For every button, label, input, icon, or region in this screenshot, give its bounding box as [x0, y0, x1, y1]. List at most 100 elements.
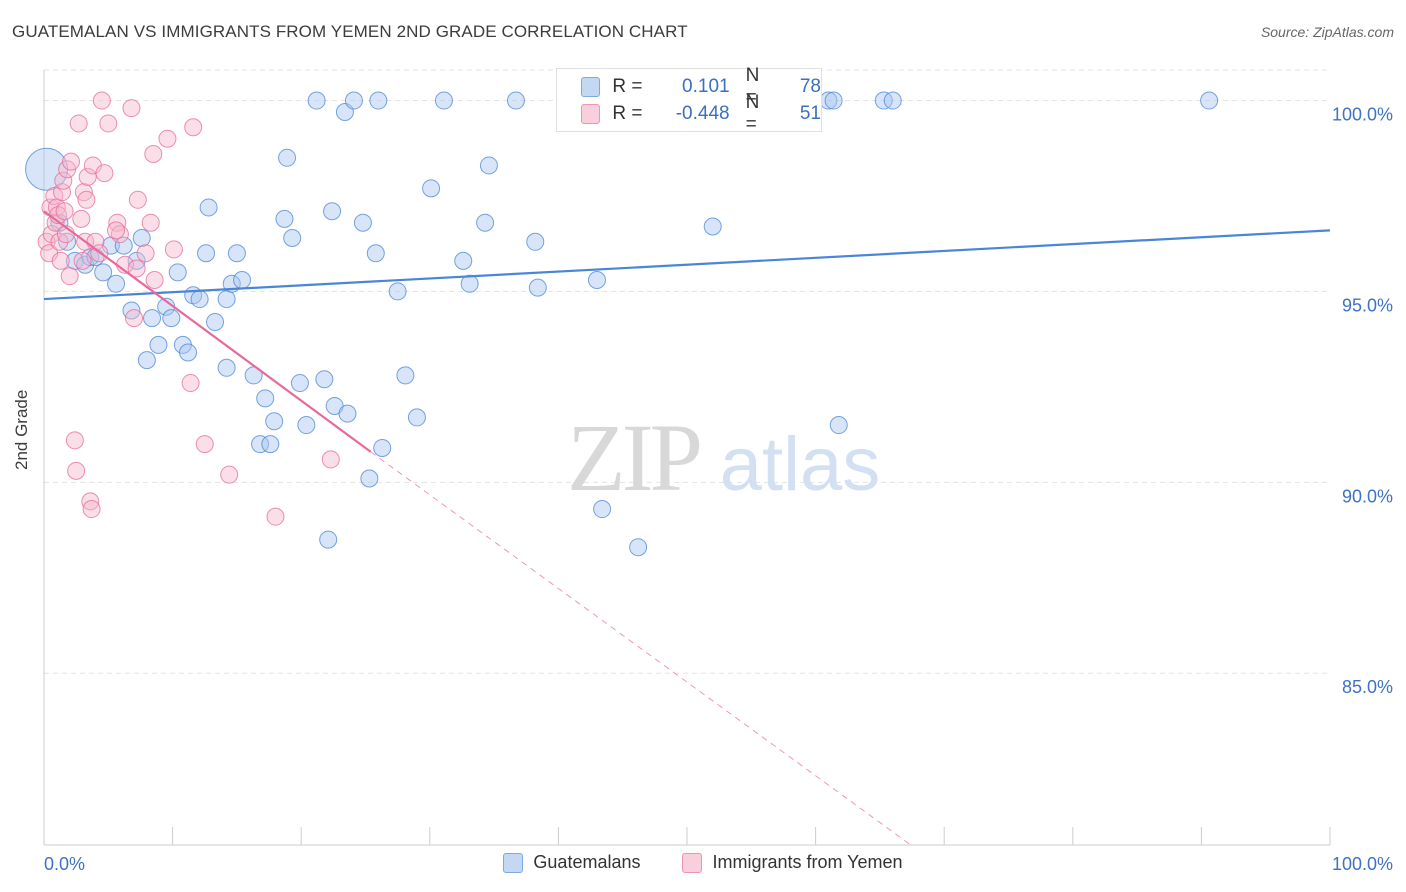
data-point [220, 465, 239, 484]
data-point [360, 469, 379, 488]
legend-swatch-yemen [682, 852, 703, 873]
data-point [125, 309, 144, 328]
data-point [434, 91, 453, 110]
data-point [108, 213, 127, 232]
data-point [67, 461, 86, 480]
data-point [265, 412, 284, 431]
series-immigrants-from-yemen [37, 91, 340, 526]
data-point [95, 164, 114, 183]
y-tick-label: 90.0% [1342, 486, 1393, 506]
series-guatemalans [25, 91, 1219, 557]
data-point [290, 374, 309, 393]
r-value: -0.448 [675, 103, 730, 124]
data-point [190, 290, 209, 309]
data-point [629, 538, 648, 557]
data-point [107, 221, 126, 240]
data-point [369, 91, 388, 110]
data-point [476, 213, 495, 232]
data-point [506, 91, 525, 110]
data-point [143, 309, 162, 328]
y-tick-labels: 85.0% 90.0% 95.0% 100.0% [1332, 105, 1393, 698]
data-point [69, 114, 88, 133]
trend-line [43, 229, 1331, 301]
data-point [353, 213, 372, 232]
stats-row-yemen: R = -0.448 N = 51 [581, 92, 821, 135]
data-point [422, 179, 441, 198]
gridlines [44, 69, 1330, 674]
data-point [593, 500, 612, 519]
x-tick-label: 0.0% [44, 854, 85, 874]
data-point [128, 190, 147, 209]
r-label: R = [612, 103, 643, 124]
data-point [275, 209, 294, 228]
data-point [217, 358, 236, 377]
data-point [168, 263, 187, 282]
data-point [261, 435, 280, 454]
data-point [65, 431, 84, 450]
data-point [141, 213, 160, 232]
chart-title: GUATEMALAN VS IMMIGRANTS FROM YEMEN 2ND … [12, 22, 688, 41]
data-point [145, 270, 164, 289]
data-point [587, 270, 606, 289]
data-point [315, 370, 334, 389]
data-point [122, 99, 141, 118]
data-point [396, 366, 415, 385]
data-point [526, 232, 545, 251]
y-tick-label: 95.0% [1342, 295, 1393, 315]
data-point [283, 228, 302, 247]
data-point [82, 500, 101, 519]
data-point [199, 198, 218, 217]
n-value: 51 [799, 103, 821, 124]
legend-label: Immigrants from Yemen [712, 852, 903, 872]
data-point [58, 232, 77, 251]
stats-swatch-yemen [581, 104, 601, 124]
data-point [184, 118, 203, 137]
data-point [227, 244, 246, 263]
data-point [53, 183, 72, 202]
trend-lines [43, 210, 1331, 846]
data-point [460, 274, 479, 293]
data-point [144, 144, 163, 163]
data-point [338, 404, 357, 423]
stats-swatch-guatemalans [581, 77, 601, 97]
data-point [92, 91, 111, 110]
data-point [77, 190, 96, 209]
y-tick-label: 100.0% [1332, 105, 1393, 125]
data-point [528, 278, 547, 297]
data-point [99, 114, 118, 133]
x-tick-labels: 0.0% 100.0% [44, 854, 1393, 874]
data-point [366, 244, 385, 263]
data-point [233, 270, 252, 289]
data-point [62, 152, 81, 171]
data-point [307, 91, 326, 110]
data-point [323, 202, 342, 221]
data-point [78, 167, 97, 186]
legend-item-yemen[interactable]: Immigrants from Yemen [682, 852, 903, 873]
watermark-atlas: atlas [720, 422, 881, 507]
n-label: N = [745, 65, 760, 108]
data-point [164, 240, 183, 259]
data-point [829, 416, 848, 435]
watermark-zip: ZIP [567, 404, 700, 511]
data-point [217, 290, 236, 309]
y-tick-label: 85.0% [1342, 677, 1393, 697]
data-point [60, 267, 79, 286]
data-point [132, 228, 151, 247]
data-point [181, 374, 200, 393]
data-point [454, 251, 473, 270]
trend-line-extension [370, 451, 912, 846]
data-point [114, 236, 133, 255]
data-point [321, 450, 340, 469]
data-point [127, 251, 146, 270]
data-point [479, 156, 498, 175]
data-point [54, 171, 73, 190]
trend-line [43, 210, 372, 453]
data-point [251, 435, 270, 454]
data-point [42, 225, 61, 244]
legend-item-guatemalans[interactable]: Guatemalans [503, 852, 640, 873]
data-point [55, 202, 74, 221]
data-point [195, 435, 214, 454]
data-point [874, 91, 893, 110]
data-point [407, 408, 426, 427]
data-point [72, 209, 91, 228]
